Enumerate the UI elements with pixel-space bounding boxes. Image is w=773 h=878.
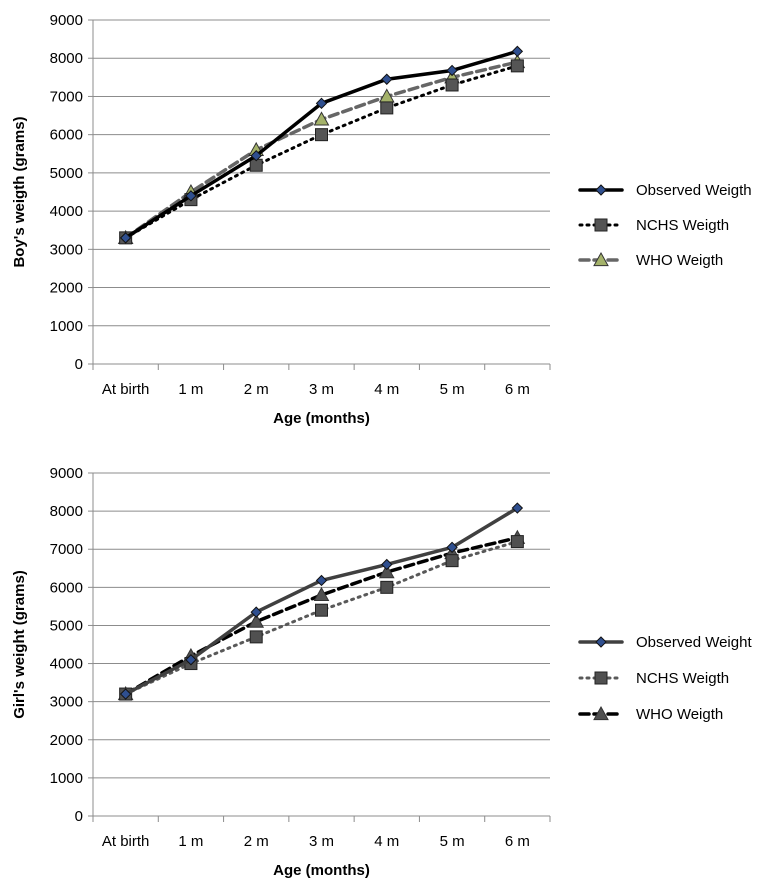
y-tick-label: 8000 xyxy=(50,50,83,67)
legend-item: WHO Weigth xyxy=(578,705,723,723)
x-tick-label: 1 m xyxy=(178,381,203,398)
y-axis-title: Girl's weight (grams) xyxy=(11,570,28,719)
x-tick-label: 6 m xyxy=(505,381,530,398)
legend-label: Observed Weight xyxy=(636,634,752,651)
data-point xyxy=(381,558,393,571)
x-tick-label: 6 m xyxy=(505,833,530,850)
legend-label: WHO Weigth xyxy=(636,252,723,269)
series-2 xyxy=(119,535,524,701)
y-tick-label: 1000 xyxy=(50,318,83,335)
legend-item: Observed Weigth xyxy=(578,182,752,199)
data-point xyxy=(315,97,328,110)
data-point xyxy=(315,128,328,142)
data-point xyxy=(510,535,524,549)
x-tick-label: 4 m xyxy=(374,833,399,850)
series-line xyxy=(123,49,520,240)
legend-item: Observed Weight xyxy=(578,634,752,651)
data-point xyxy=(380,580,394,594)
legend-label: NCHS Weigth xyxy=(636,217,729,234)
data-point xyxy=(446,541,458,554)
series-2 xyxy=(119,59,524,245)
chart-1: 0 1000 2000 3000 4000 5000 6000 7000 8000 9000 At … xyxy=(11,12,752,427)
x-tick-label: 3 m xyxy=(309,381,334,398)
x-tick-label: 3 m xyxy=(309,833,334,850)
data-point xyxy=(249,630,263,644)
series-3 xyxy=(117,54,526,244)
data-point xyxy=(185,190,197,202)
legend-marker xyxy=(595,184,607,196)
y-tick-label: 7000 xyxy=(50,88,83,105)
x-axis-title: Age (months) xyxy=(273,410,370,427)
series-1 xyxy=(119,45,524,244)
y-tick-label: 5000 xyxy=(50,165,83,182)
y-tick-label: 9000 xyxy=(50,465,83,482)
data-point xyxy=(248,613,265,628)
x-tick-label: At birth xyxy=(102,833,150,850)
legend-marker xyxy=(595,636,607,648)
y-axis-title: Boy's weigth (grams) xyxy=(11,116,28,267)
y-tick-label: 3000 xyxy=(50,694,83,711)
x-tick-label: At birth xyxy=(102,381,150,398)
data-point xyxy=(510,59,524,73)
data-point xyxy=(511,502,524,514)
x-tick-label: 5 m xyxy=(440,833,465,850)
data-point xyxy=(446,64,458,77)
y-tick-label: 4000 xyxy=(50,203,83,220)
data-point xyxy=(250,606,262,618)
legend-item: WHO Weigth xyxy=(578,251,723,269)
legend-label: WHO Weigth xyxy=(636,706,723,723)
data-point xyxy=(511,45,524,58)
y-tick-label: 3000 xyxy=(50,241,83,258)
legend-item: NCHS Weigth xyxy=(578,670,729,687)
legend-marker xyxy=(593,705,609,721)
y-tick-label: 5000 xyxy=(50,617,83,634)
data-point xyxy=(378,564,395,579)
data-point xyxy=(313,111,330,126)
data-point xyxy=(185,654,197,666)
series-line xyxy=(124,540,519,696)
y-tick-label: 6000 xyxy=(50,127,83,144)
data-point xyxy=(380,101,394,115)
y-tick-label: 0 xyxy=(75,356,83,373)
data-point xyxy=(250,149,262,162)
series-line xyxy=(124,64,519,240)
legend-label: NCHS Weigth xyxy=(636,670,729,687)
y-tick-label: 6000 xyxy=(50,579,83,596)
x-tick-label: 5 m xyxy=(440,381,465,398)
legend-item: NCHS Weigth xyxy=(578,217,729,234)
data-point xyxy=(445,554,459,568)
chart-2: 0 1000 2000 3000 4000 5000 6000 7000 8000 9000 At … xyxy=(11,465,752,878)
y-tick-label: 0 xyxy=(75,808,83,825)
y-tick-label: 9000 xyxy=(50,12,83,29)
x-tick-label: 4 m xyxy=(374,381,399,398)
y-tick-label: 2000 xyxy=(50,732,83,749)
y-tick-label: 7000 xyxy=(50,541,83,558)
x-tick-label: 2 m xyxy=(244,833,269,850)
data-point xyxy=(315,574,328,587)
y-tick-label: 4000 xyxy=(50,656,83,673)
legend-marker xyxy=(594,671,608,685)
x-tick-label: 2 m xyxy=(244,381,269,398)
x-tick-label: 1 m xyxy=(178,833,203,850)
series-1 xyxy=(119,502,524,700)
data-point xyxy=(119,688,132,700)
y-tick-label: 2000 xyxy=(50,280,83,297)
data-point xyxy=(119,232,132,244)
legend-marker xyxy=(593,251,609,267)
legend-marker xyxy=(594,218,608,232)
data-point xyxy=(445,78,459,92)
data-point xyxy=(315,603,328,617)
data-point xyxy=(381,73,393,85)
y-tick-label: 8000 xyxy=(50,503,83,520)
data-point xyxy=(313,586,330,602)
y-tick-label: 1000 xyxy=(50,770,83,787)
x-axis-title: Age (months) xyxy=(273,862,370,878)
legend-label: Observed Weigth xyxy=(636,182,752,199)
